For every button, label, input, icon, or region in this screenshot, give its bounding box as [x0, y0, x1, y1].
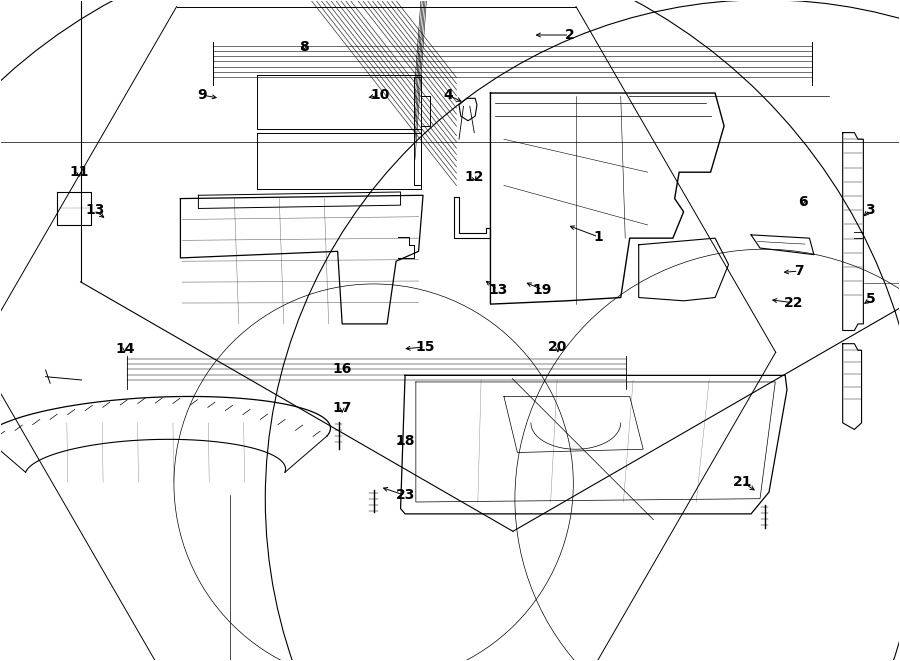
- Text: 20: 20: [548, 340, 568, 354]
- Bar: [738, 218, 877, 330]
- Bar: [166, 63, 446, 340]
- Bar: [392, 360, 800, 525]
- Text: 13: 13: [86, 204, 104, 217]
- Text: 14: 14: [115, 342, 134, 356]
- Text: 15: 15: [415, 340, 435, 354]
- Text: 11: 11: [69, 165, 88, 179]
- Text: 3: 3: [865, 204, 875, 217]
- Text: 12: 12: [464, 171, 484, 184]
- Text: 2: 2: [564, 28, 574, 42]
- Text: 17: 17: [332, 401, 352, 415]
- Text: 22: 22: [784, 295, 803, 310]
- Text: 18: 18: [395, 434, 415, 448]
- Text: 7: 7: [794, 264, 804, 278]
- Text: 4: 4: [444, 88, 453, 102]
- Bar: [23, 360, 309, 518]
- Text: 23: 23: [395, 488, 415, 502]
- Text: 10: 10: [370, 88, 390, 102]
- Text: 9: 9: [197, 88, 207, 102]
- Text: 21: 21: [734, 475, 752, 489]
- Text: 13: 13: [488, 283, 508, 297]
- Text: 8: 8: [300, 40, 310, 54]
- Text: 6: 6: [798, 195, 808, 209]
- Bar: [446, 192, 562, 278]
- Bar: [21, 185, 138, 264]
- Text: 5: 5: [866, 293, 876, 307]
- Text: 19: 19: [533, 283, 553, 297]
- Text: 16: 16: [332, 362, 352, 375]
- Text: 1: 1: [593, 230, 603, 244]
